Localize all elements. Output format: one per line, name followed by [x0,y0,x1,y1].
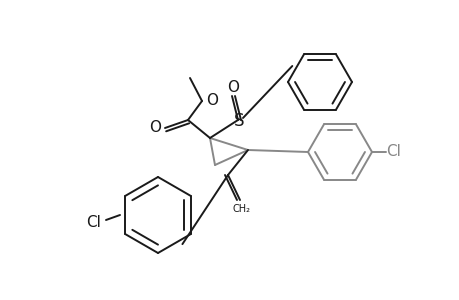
Text: Cl: Cl [86,215,101,230]
Text: CH₂: CH₂ [233,204,251,214]
Text: S: S [233,112,244,130]
Text: O: O [226,80,239,94]
Text: Cl: Cl [386,145,401,160]
Text: O: O [206,92,218,107]
Text: O: O [149,121,161,136]
